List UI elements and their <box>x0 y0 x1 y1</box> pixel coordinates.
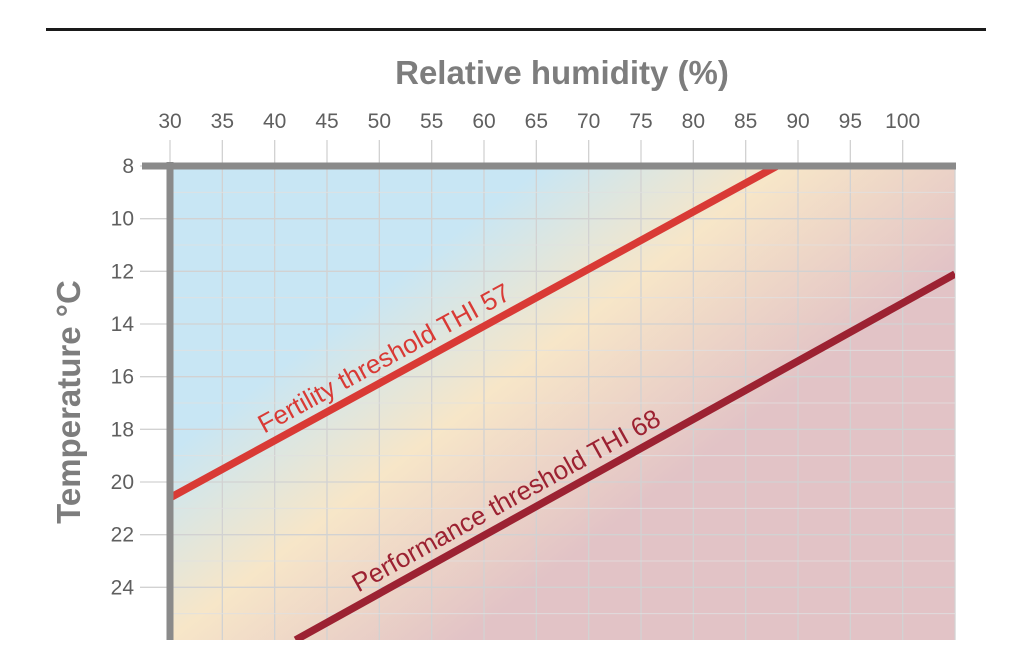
x-tick-label: 40 <box>263 110 286 133</box>
y-tick-label: 16 <box>111 366 134 389</box>
x-tick-label: 55 <box>420 110 443 133</box>
x-tick-label: 95 <box>839 110 862 133</box>
x-tick-label: 30 <box>158 110 181 133</box>
x-tick-labels: 30 35 40 45 50 55 60 65 70 75 80 85 90 95 100 <box>158 110 920 133</box>
x-tick-label: 90 <box>786 110 809 133</box>
y-tick-label: 22 <box>111 524 134 547</box>
x-tick-label: 35 <box>211 110 234 133</box>
threshold-lines <box>170 166 955 640</box>
x-tick-label: 65 <box>525 110 548 133</box>
x-axis-title: Relative humidity (%) <box>395 54 729 91</box>
y-tick-label: 8 <box>122 155 134 178</box>
y-tick-label: 24 <box>111 576 135 599</box>
y-tick-label: 12 <box>111 260 134 283</box>
y-tick-label: 20 <box>111 471 134 494</box>
y-tick-label: 10 <box>111 208 134 231</box>
axes <box>142 162 956 640</box>
x-tick-label: 60 <box>472 110 495 133</box>
x-tick-label: 100 <box>885 110 920 133</box>
performance-threshold-line <box>293 270 955 640</box>
y-axis-title: Temperature °C <box>50 280 87 524</box>
y-tick-label: 14 <box>111 313 135 336</box>
x-tick-label: 80 <box>682 110 705 133</box>
x-tick-label: 75 <box>629 110 652 133</box>
x-tick-label: 85 <box>734 110 757 133</box>
y-tick-labels: 8 10 12 14 16 18 20 22 24 <box>111 155 135 599</box>
x-tick-label: 45 <box>315 110 338 133</box>
grid-lines <box>140 140 956 640</box>
x-tick-label: 50 <box>368 110 391 133</box>
y-tick-label: 18 <box>111 418 134 441</box>
top-rule <box>46 28 986 31</box>
fertility-threshold-line <box>170 166 779 502</box>
x-tick-label: 70 <box>577 110 600 133</box>
